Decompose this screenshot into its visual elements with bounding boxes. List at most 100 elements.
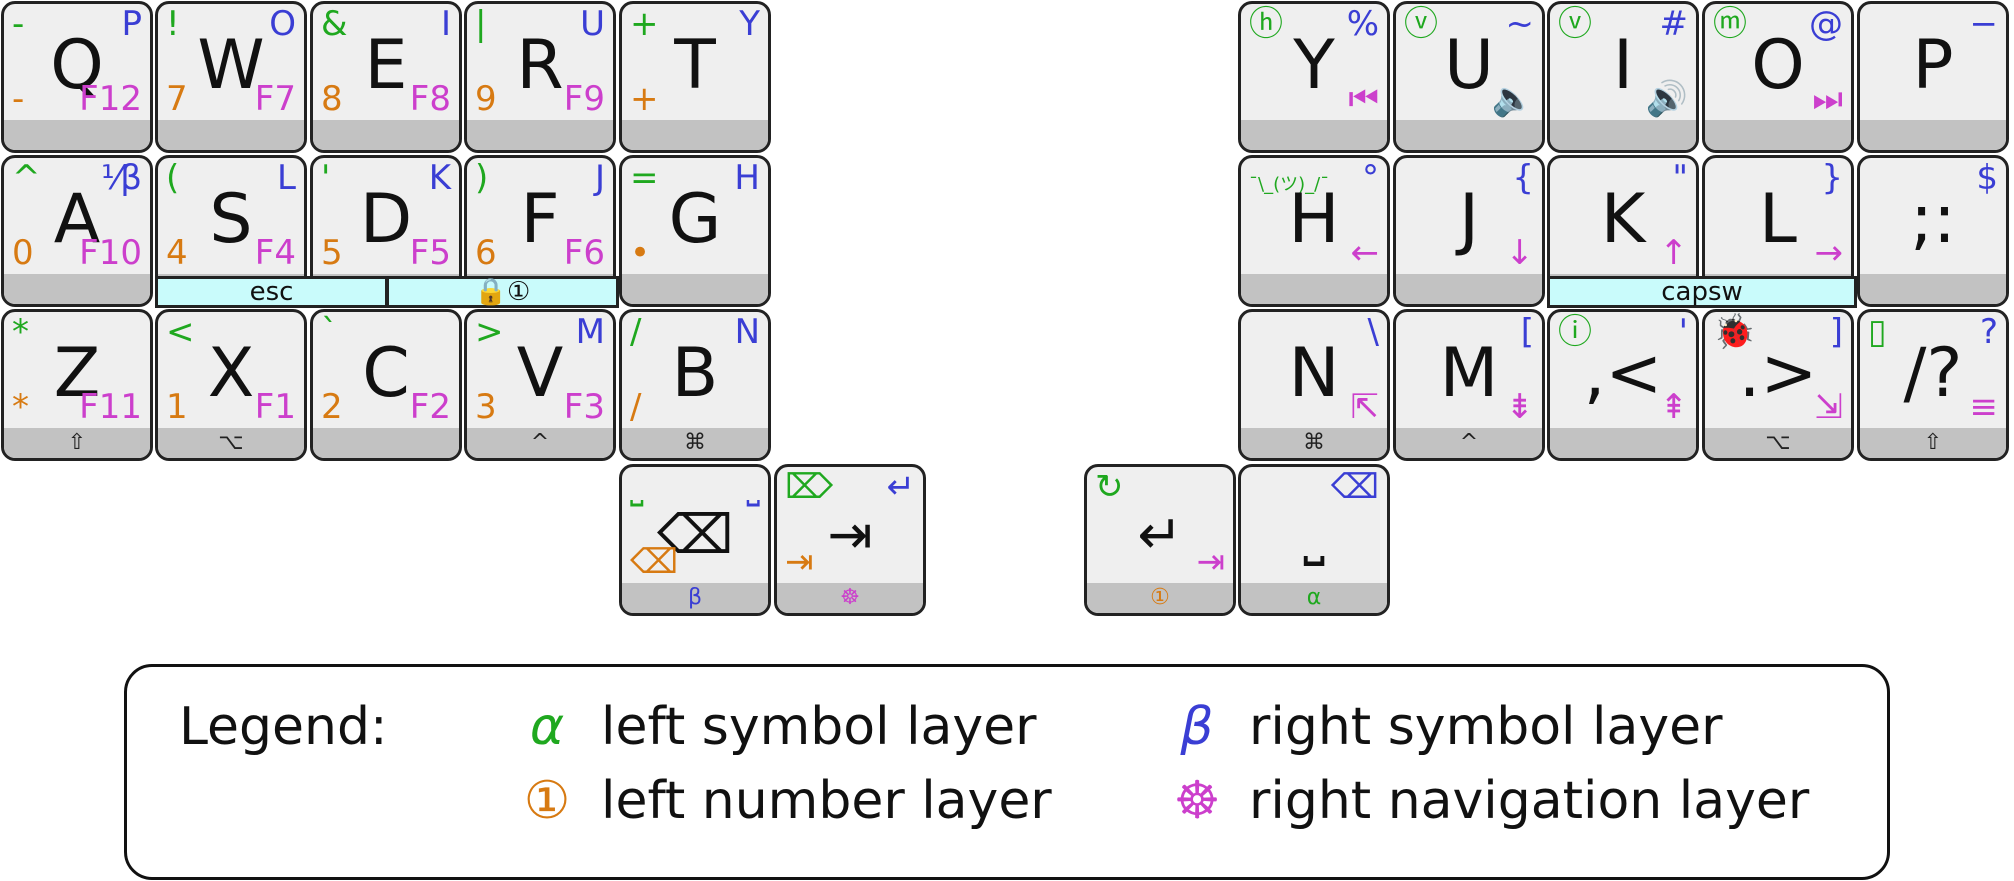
circled-one-icon: ①: [523, 771, 571, 831]
key-bksp-tr-glyph: ⎵: [746, 467, 760, 507]
key-comma-tr-glyph: ': [1678, 312, 1688, 352]
key-a-modifier: [4, 274, 150, 304]
key-semicolon-main-legend: ;:: [1910, 180, 1956, 259]
key-i-main-legend: I: [1612, 26, 1634, 105]
combo-lock: 🔒①: [386, 276, 619, 308]
key-g: G = H •: [619, 155, 771, 307]
key-tab-modifier: ☸: [777, 583, 923, 613]
key-f-tr-glyph: J: [594, 158, 605, 198]
key-n-br-glyph: ⇱: [1350, 387, 1380, 427]
legend-box: Legend: α left symbol layer β right symb…: [124, 664, 1890, 880]
key-s-tr-glyph: L: [277, 158, 296, 198]
key-b-modifier: ⌘: [622, 428, 768, 458]
key-o-tr-glyph: @: [1809, 4, 1843, 44]
key-w-modifier: [158, 120, 304, 150]
key-q: Q - P - F12: [1, 1, 153, 153]
key-q-bl-glyph: -: [12, 79, 25, 119]
key-y-tl-glyph: ⓗ: [1249, 4, 1283, 44]
key-period-tl-glyph: 🐞: [1713, 312, 1756, 352]
key-tab-main-legend: ⇥: [827, 503, 873, 566]
key-f-tl-glyph: ): [475, 158, 489, 198]
key-f-main-legend: F: [520, 180, 560, 259]
key-z-bl-glyph: *: [12, 387, 29, 427]
key-r-main-legend: R: [516, 26, 564, 105]
key-x-main-legend: X: [207, 334, 255, 413]
key-n-tr-glyph: \: [1367, 312, 1379, 352]
key-h-br-glyph: ←: [1350, 233, 1380, 273]
key-period: .> 🐞] ⇲ ⌥: [1702, 309, 1854, 461]
key-q-tr-glyph: P: [121, 4, 142, 44]
key-f-br-glyph: F6: [563, 233, 605, 273]
key-a: A ^ ⅟β 0 F10: [1, 155, 153, 307]
key-c-br-glyph: F2: [409, 387, 451, 427]
key-d-main-legend: D: [359, 180, 413, 259]
combo-capsw: capsw: [1547, 276, 1857, 308]
key-period-modifier: ⌥: [1705, 428, 1851, 458]
key-a-br-glyph: F10: [79, 233, 142, 273]
key-d-br-glyph: F5: [409, 233, 451, 273]
key-y-main-legend: Y: [1293, 26, 1335, 105]
key-h-main-legend: H: [1288, 180, 1340, 259]
key-semicolon-tr-glyph: $: [1976, 158, 1998, 198]
key-e-modifier: [313, 120, 459, 150]
key-q-br-glyph: F12: [79, 79, 142, 119]
key-w-tl-glyph: !: [166, 4, 180, 44]
key-e-br-glyph: F8: [409, 79, 451, 119]
key-r-tr-glyph: U: [580, 4, 605, 44]
key-slash: /? ▯? ≡ ⇧: [1857, 309, 2009, 461]
key-x-br-glyph: F1: [254, 387, 296, 427]
key-e-bl-glyph: 8: [321, 79, 343, 119]
key-d-bl-glyph: 5: [321, 233, 343, 273]
key-j-br-glyph: ↓: [1505, 233, 1535, 273]
key-l-br-glyph: →: [1814, 233, 1844, 273]
key-x: X <1 F1 ⌥: [155, 309, 307, 461]
key-slash-br-glyph: ≡: [1969, 387, 1999, 427]
key-g-tl-glyph: =: [630, 158, 659, 198]
key-s-br-glyph: F4: [254, 233, 296, 273]
key-n-main-legend: N: [1288, 334, 1340, 413]
key-w-br-glyph: F7: [254, 79, 296, 119]
legend-title: Legend:: [179, 697, 388, 757]
key-space: ⎵ ⌫ α: [1238, 464, 1390, 616]
key-m-br-glyph: ⇟: [1505, 387, 1535, 427]
key-n: N \ ⇱ ⌘: [1238, 309, 1390, 461]
key-period-br-glyph: ⇲: [1814, 387, 1844, 427]
key-enter-br-glyph: ⇥: [1196, 542, 1226, 582]
key-v-tl-glyph: >: [475, 312, 504, 352]
key-n-modifier: ⌘: [1241, 428, 1387, 458]
key-y-modifier: [1241, 120, 1387, 150]
key-a-tl-glyph: ^: [12, 158, 41, 198]
key-comma: ,< ⓘ ' ⇞: [1547, 309, 1699, 461]
key-bksp-tl-glyph: ⎵: [630, 467, 644, 507]
key-m-modifier: ^: [1396, 428, 1542, 458]
key-comma-modifier: [1550, 428, 1696, 458]
key-a-tr-glyph: ⅟β: [100, 158, 142, 198]
key-v: V > M 3 F3 ^: [464, 309, 616, 461]
key-o-modifier: [1705, 120, 1851, 150]
key-period-main-legend: .>: [1738, 334, 1818, 413]
key-h-tr-glyph: °: [1362, 158, 1379, 198]
key-c-main-legend: C: [362, 334, 410, 413]
key-semicolon-modifier: [1860, 274, 2006, 304]
key-t-bl-glyph: +: [630, 79, 659, 119]
key-b-bl-glyph: /: [630, 387, 642, 427]
combo-esc: esc: [155, 276, 388, 308]
key-d-tr-glyph: K: [428, 158, 451, 198]
key-c-bl-glyph: 2: [321, 387, 343, 427]
key-h: H ¯\_(ツ)_/¯ ° ←: [1238, 155, 1390, 307]
key-slash-main-legend: /?: [1903, 334, 1963, 413]
key-enter-main-legend: ↵: [1137, 503, 1183, 566]
key-c-modifier: [313, 428, 459, 458]
key-comma-tl-glyph: ⓘ: [1558, 312, 1592, 352]
key-s-main-legend: S: [209, 180, 253, 259]
key-tab: ⇥ ⌦ ↵ ⇥ ☸: [774, 464, 926, 616]
key-enter-modifier: ①: [1087, 583, 1233, 613]
key-y-tr-glyph: %: [1346, 4, 1379, 44]
key-bksp-bl-glyph: ⌫: [630, 542, 679, 582]
key-k-br-glyph: ↑: [1659, 233, 1689, 273]
key-p-tr-glyph: −: [1969, 4, 1999, 44]
key-v-modifier: ^: [467, 428, 613, 458]
key-j: J {↓: [1393, 155, 1545, 307]
